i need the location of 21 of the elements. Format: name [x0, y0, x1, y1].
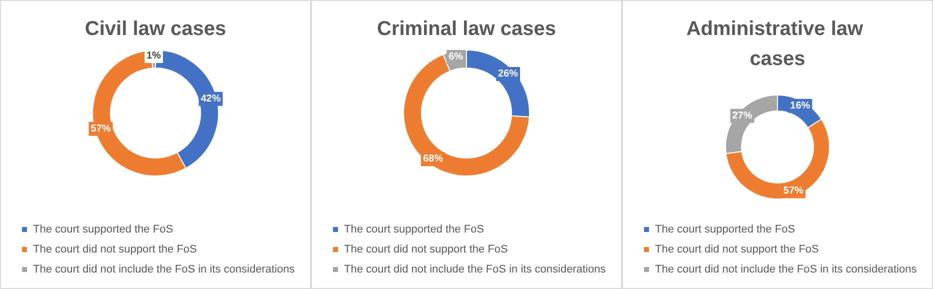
chart-title: Civil law cases — [84, 18, 226, 40]
data-label: 57% — [783, 186, 804, 197]
data-label: 6% — [448, 52, 464, 63]
legend-label: The court did not support the FoS — [344, 244, 508, 256]
data-label: 68% — [422, 154, 444, 165]
data-label: 27% — [732, 110, 752, 122]
legend-label: The court did not include the FoS in its considerations — [33, 264, 296, 276]
legend-label: The court did not include the FoS in its considerations — [655, 264, 918, 276]
legend-label: The court did not include the FoS in its considerations — [344, 264, 606, 276]
legend-label: The court supported the FoS — [33, 224, 174, 236]
legend-label: The court did not support the FoS — [33, 244, 197, 256]
data-label: 42% — [200, 93, 221, 104]
data-label: 57% — [90, 123, 111, 134]
data-label: 16% — [790, 100, 810, 112]
chart-title: Administrative law cases — [686, 18, 869, 70]
legend-label: The court did not support the FoS — [655, 244, 819, 256]
data-label: 1% — [146, 50, 162, 62]
data-label: 26% — [498, 68, 518, 80]
legend-label: The court supported the FoS — [344, 224, 484, 236]
legend-label: The court supported the FoS — [655, 224, 796, 236]
chart-title: Criminal law cases — [377, 18, 556, 40]
